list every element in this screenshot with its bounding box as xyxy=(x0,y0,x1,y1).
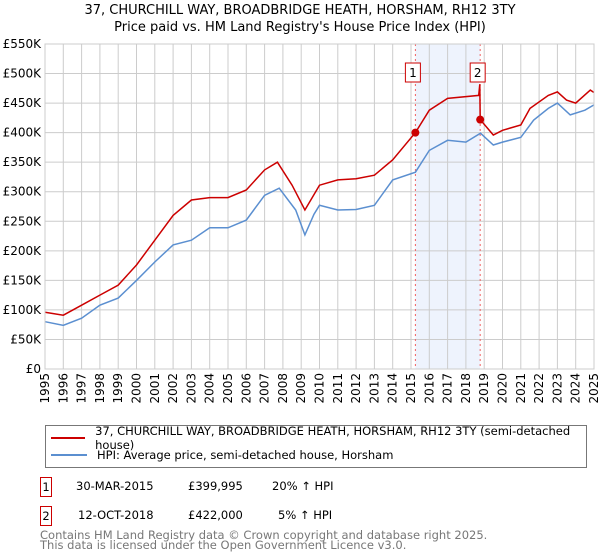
x-tick-label: 2016 xyxy=(422,373,436,404)
y-tick-label: £450K xyxy=(3,96,43,110)
sale-badge: 1 xyxy=(40,477,52,497)
x-tick-label: 2015 xyxy=(404,373,418,404)
plot-frame xyxy=(44,43,595,370)
x-tick-label: 1997 xyxy=(75,373,89,404)
footer: Contains HM Land Registry data © Crown c… xyxy=(40,528,488,552)
sale-date: 30-MAR-2015 xyxy=(76,479,154,493)
sale-date: 12-OCT-2018 xyxy=(78,508,154,522)
y-tick-label: £150K xyxy=(3,273,43,287)
x-tick-label: 1999 xyxy=(111,373,125,404)
legend-label: 37, CHURCHILL WAY, BROADBRIDGE HEATH, HO… xyxy=(95,424,571,452)
hpi-series-line xyxy=(44,102,595,327)
chart-subtitle: Price paid vs. HM Land Registry's House … xyxy=(114,20,486,35)
sale-badge: 2 xyxy=(40,506,52,526)
x-tick-label: 2023 xyxy=(550,373,564,404)
x-tick-label: 2009 xyxy=(294,373,308,404)
y-tick-label: £200K xyxy=(3,244,43,258)
x-tick-label: 2011 xyxy=(331,373,345,404)
x-tick-label: 1998 xyxy=(93,373,107,404)
legend-swatch xyxy=(51,454,87,456)
x-tick-label: 2006 xyxy=(239,373,253,404)
footer-line: This data is licensed under the Open Gov… xyxy=(40,538,407,552)
x-tick-label: 2003 xyxy=(184,373,198,404)
chart-title: 37, CHURCHILL WAY, BROADBRIDGE HEATH, HO… xyxy=(84,3,516,18)
x-tick-label: 2010 xyxy=(313,373,327,404)
x-tick-label: 2024 xyxy=(569,373,583,404)
x-tick-label: 2000 xyxy=(130,373,144,404)
sale-price: £399,995 xyxy=(188,479,243,493)
x-tick-label: 2008 xyxy=(276,373,290,404)
x-tick-label: 2013 xyxy=(367,373,381,404)
sale-label-box xyxy=(469,62,486,83)
x-tick-label: 2017 xyxy=(441,373,455,404)
y-tick-label: £50K xyxy=(10,332,42,346)
x-tick-label: 1996 xyxy=(56,373,70,404)
x-tick-label: 2005 xyxy=(221,373,235,404)
x-tick-label: 2020 xyxy=(496,373,510,404)
footer-line: Contains HM Land Registry data © Crown c… xyxy=(40,528,488,542)
y-tick-label: £550K xyxy=(3,37,43,51)
x-tick-label: 2022 xyxy=(532,373,546,404)
sale-label-box xyxy=(404,62,421,83)
x-tick-label: 2025 xyxy=(587,373,600,404)
y-tick-label: £100K xyxy=(3,303,43,317)
x-tick-label: 2012 xyxy=(349,373,363,404)
x-tick-label: 2018 xyxy=(459,373,473,404)
sale-label: 2 xyxy=(474,66,482,80)
y-tick-label: £500K xyxy=(3,67,43,81)
price-chart: £0 £50K £100K £150K £200K £250K £300K £350K £400… xyxy=(3,37,600,404)
legend-item-property: 37, CHURCHILL WAY, BROADBRIDGE HEATH, HO… xyxy=(46,424,586,452)
sale-label: 1 xyxy=(409,66,417,80)
x-tick-label: 2001 xyxy=(148,373,162,404)
y-tick-label: £0 xyxy=(26,362,41,376)
legend-item-hpi: HPI: Average price, semi-detached house,… xyxy=(46,447,393,463)
sale-point xyxy=(476,115,485,124)
x-tick-label: 2014 xyxy=(386,373,400,404)
y-tick-label: £350K xyxy=(3,155,43,169)
sale-price: £422,000 xyxy=(188,508,243,522)
property-series-line xyxy=(44,84,595,316)
x-tick-label: 2019 xyxy=(477,373,491,404)
legend: 37, CHURCHILL WAY, BROADBRIDGE HEATH, HO… xyxy=(45,424,587,468)
sale-hpi: 5% ↑ HPI xyxy=(278,508,333,522)
sale-hpi: 20% ↑ HPI xyxy=(272,479,334,493)
sale-point xyxy=(411,128,420,137)
legend-swatch xyxy=(51,437,86,439)
y-tick-label: £400K xyxy=(3,126,43,140)
y-tick-label: £300K xyxy=(3,185,43,199)
legend-label: HPI: Average price, semi-detached house,… xyxy=(97,448,394,462)
x-tick-label: 2002 xyxy=(166,373,180,404)
y-tick-label: £250K xyxy=(3,214,43,228)
x-tick-label: 2007 xyxy=(258,373,272,404)
x-tick-label: 1995 xyxy=(38,373,52,404)
x-tick-label: 2004 xyxy=(203,373,217,404)
x-tick-label: 2021 xyxy=(514,373,528,404)
